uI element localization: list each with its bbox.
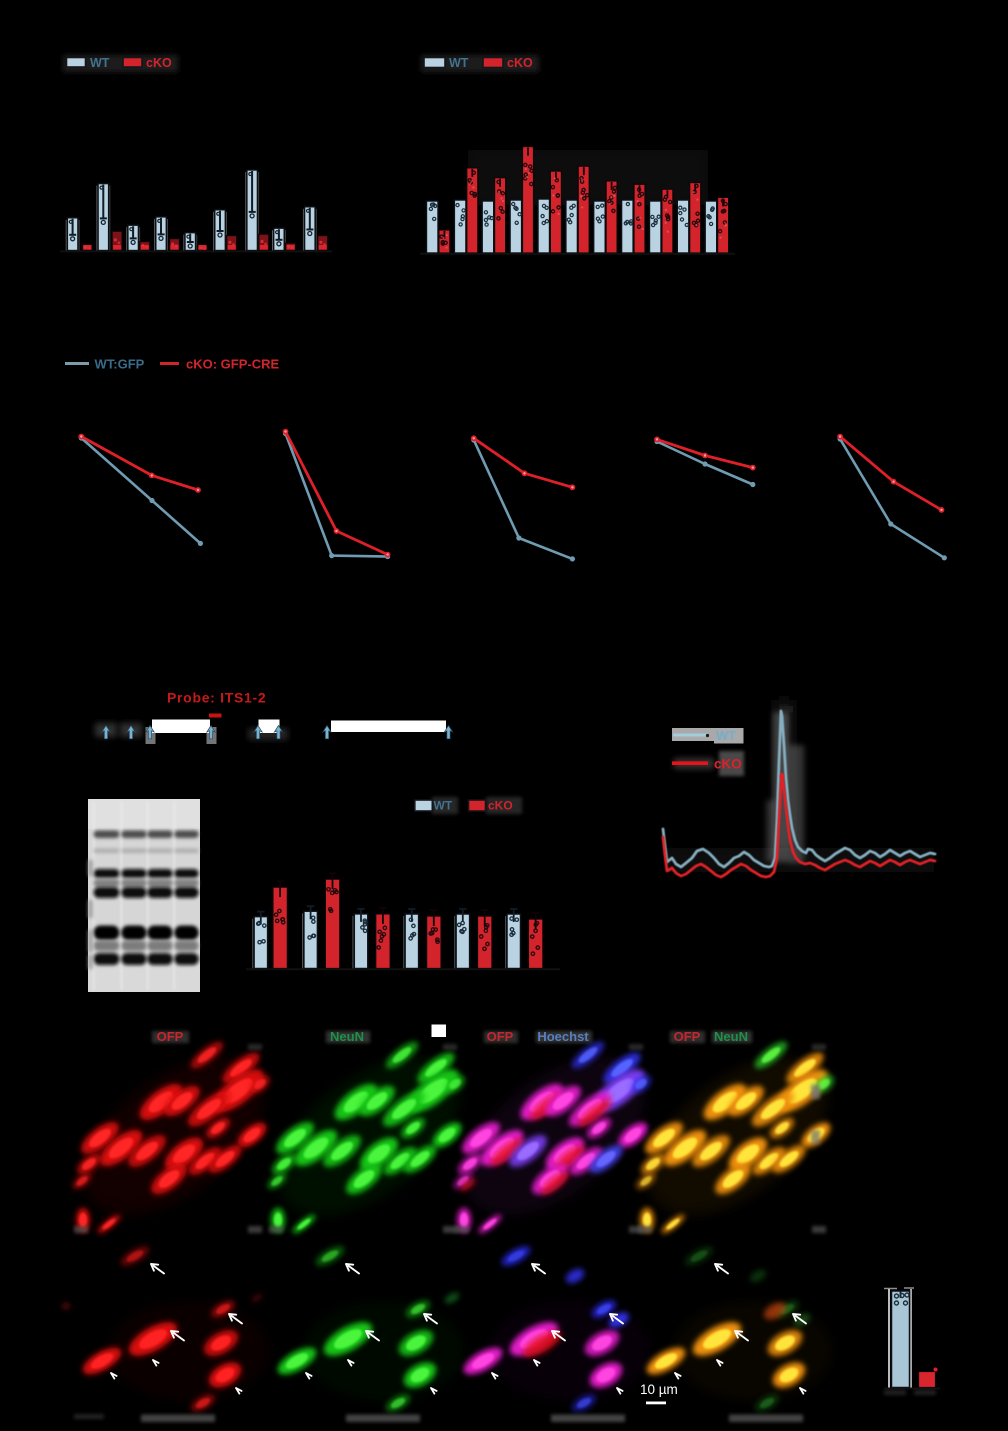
svg-text:WT: WT xyxy=(449,56,469,70)
svg-text:cKO: cKO xyxy=(488,799,513,813)
svg-text:10 µm: 10 µm xyxy=(640,1382,678,1397)
svg-text:Hoechst: Hoechst xyxy=(537,1029,589,1044)
svg-text:OFP: OFP xyxy=(487,1029,514,1044)
svg-text:cKO: cKO xyxy=(714,757,742,772)
svg-text:OFP: OFP xyxy=(157,1029,184,1044)
svg-text:cKO: cKO xyxy=(146,56,172,70)
svg-text:OFP: OFP xyxy=(674,1029,701,1044)
svg-text:cKO: cKO xyxy=(507,56,533,70)
svg-text:WT: WT xyxy=(716,728,736,743)
svg-text:WT: WT xyxy=(90,56,110,70)
svg-text:WT:GFP: WT:GFP xyxy=(95,357,145,372)
svg-text:cKO: GFP-CRE: cKO: GFP-CRE xyxy=(186,357,280,372)
svg-text:WT: WT xyxy=(434,799,453,813)
svg-text:NeuN: NeuN xyxy=(714,1029,748,1044)
svg-text:Probe: ITS1-2: Probe: ITS1-2 xyxy=(167,690,266,706)
svg-text:NeuN: NeuN xyxy=(330,1029,364,1044)
